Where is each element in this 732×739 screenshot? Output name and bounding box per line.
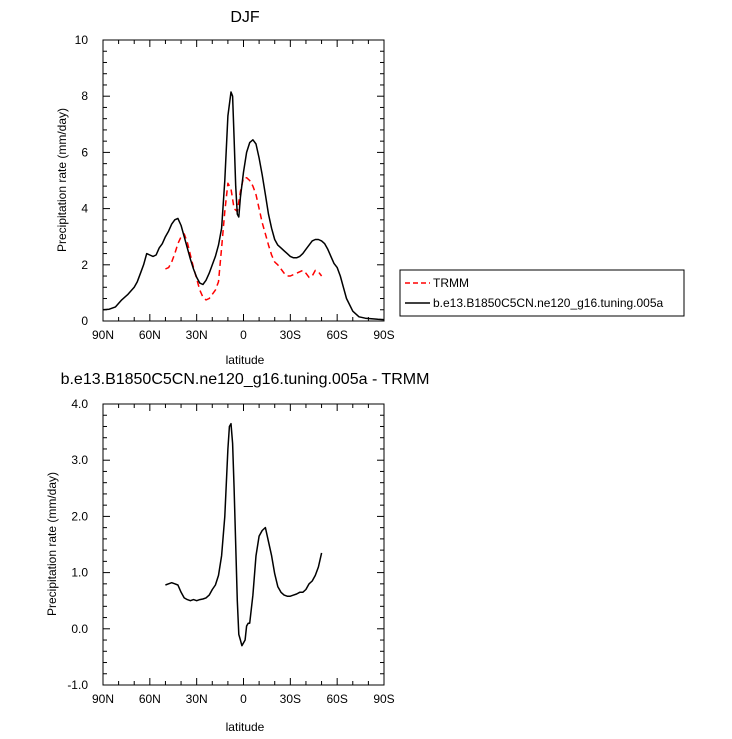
y-tick-label: 4.0 bbox=[71, 397, 88, 411]
x-tick-label: 30S bbox=[280, 328, 301, 342]
chart-top-ticks: 90N 60N 30N 0 30S 60S 90S 0 2 4 6 8 10 bbox=[75, 33, 395, 342]
x-tick-label: 60N bbox=[139, 328, 161, 342]
y-tick-label: 8 bbox=[81, 89, 88, 103]
chart-bottom: b.e13.B1850C5CN.ne120_g16.tuning.005a - … bbox=[45, 371, 429, 734]
chart-top-xlabel: latitude bbox=[226, 353, 265, 367]
y-tick-label: 6 bbox=[81, 145, 88, 159]
x-tick-label: 0 bbox=[240, 692, 247, 706]
y-tick-label: 3.0 bbox=[71, 453, 88, 467]
y-tick-label: 1.0 bbox=[71, 566, 88, 580]
y-tick-label: 4 bbox=[81, 202, 88, 216]
chart-top-legend: TRMM b.e13.B1850C5CN.ne120_g16.tuning.00… bbox=[399, 269, 685, 317]
x-tick-label: 60N bbox=[139, 692, 161, 706]
legend-trmm-label: TRMM bbox=[433, 276, 469, 290]
chart-bottom-title: b.e13.B1850C5CN.ne120_g16.tuning.005a - … bbox=[61, 371, 430, 388]
chart-top-title: DJF bbox=[230, 9, 260, 26]
x-tick-label: 0 bbox=[240, 328, 247, 342]
series-line-0-1 bbox=[102, 91, 385, 321]
x-tick-label: 30N bbox=[186, 692, 208, 706]
series-line-1-0 bbox=[165, 422, 323, 647]
x-tick-label: 30N bbox=[186, 328, 208, 342]
x-tick-label: 90S bbox=[373, 692, 394, 706]
y-tick-label: -1.0 bbox=[67, 678, 88, 692]
series-line-0-0 bbox=[165, 176, 323, 301]
y-tick-label: 2 bbox=[81, 258, 88, 272]
legend-model-label: b.e13.B1850C5CN.ne120_g16.tuning.005a bbox=[433, 296, 664, 310]
chart-bottom-xlabel: latitude bbox=[226, 720, 265, 734]
chart-bottom-lines bbox=[165, 422, 323, 647]
y-tick-label: 0 bbox=[81, 314, 88, 328]
x-tick-label: 90S bbox=[373, 328, 394, 342]
x-tick-label: 90N bbox=[92, 328, 114, 342]
y-tick-label: 10 bbox=[75, 33, 89, 47]
x-tick-label: 30S bbox=[280, 692, 301, 706]
x-tick-label: 90N bbox=[92, 692, 114, 706]
y-tick-label: 2.0 bbox=[71, 509, 88, 523]
x-tick-label: 60S bbox=[326, 692, 347, 706]
chart-top-ylabel: Precipitation rate (mm/day) bbox=[55, 108, 69, 252]
chart-bottom-ticks: 90N 60N 30N 0 30S 60S 90S -1.0 0.0 1.0 2.0 3.0 4.0 bbox=[67, 397, 394, 706]
chart-top-lines bbox=[102, 91, 385, 321]
y-tick-label: 0.0 bbox=[71, 622, 88, 636]
x-tick-label: 60S bbox=[326, 328, 347, 342]
chart-bottom-ylabel: Precipitation rate (mm/day) bbox=[45, 472, 59, 616]
legend-box bbox=[399, 269, 685, 317]
